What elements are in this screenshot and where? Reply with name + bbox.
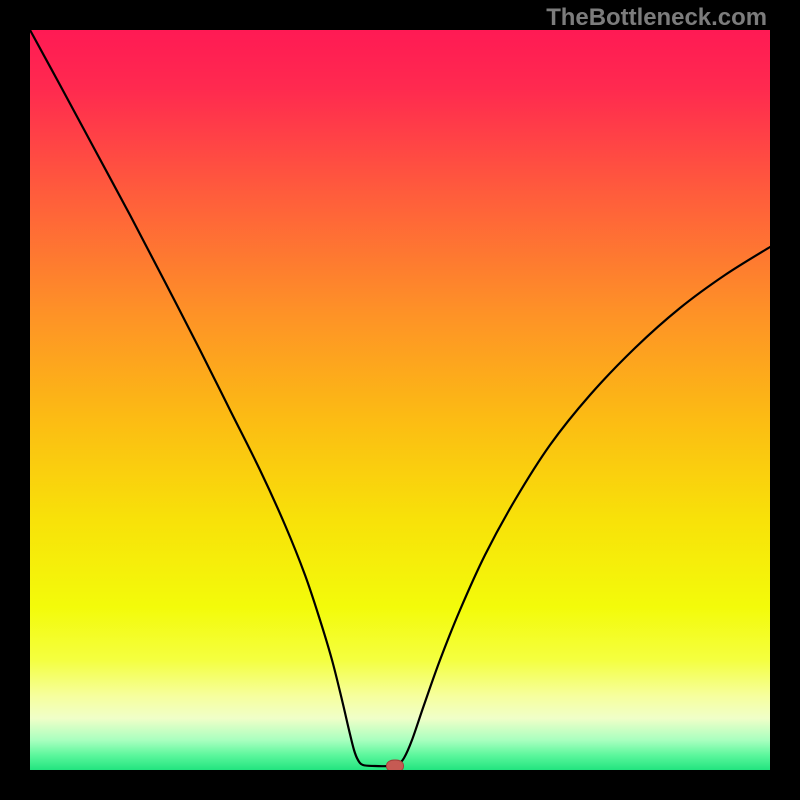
bottleneck-curve <box>30 30 770 770</box>
optimum-marker <box>386 760 404 771</box>
watermark-text: TheBottleneck.com <box>546 4 767 32</box>
plot-area <box>30 30 770 770</box>
